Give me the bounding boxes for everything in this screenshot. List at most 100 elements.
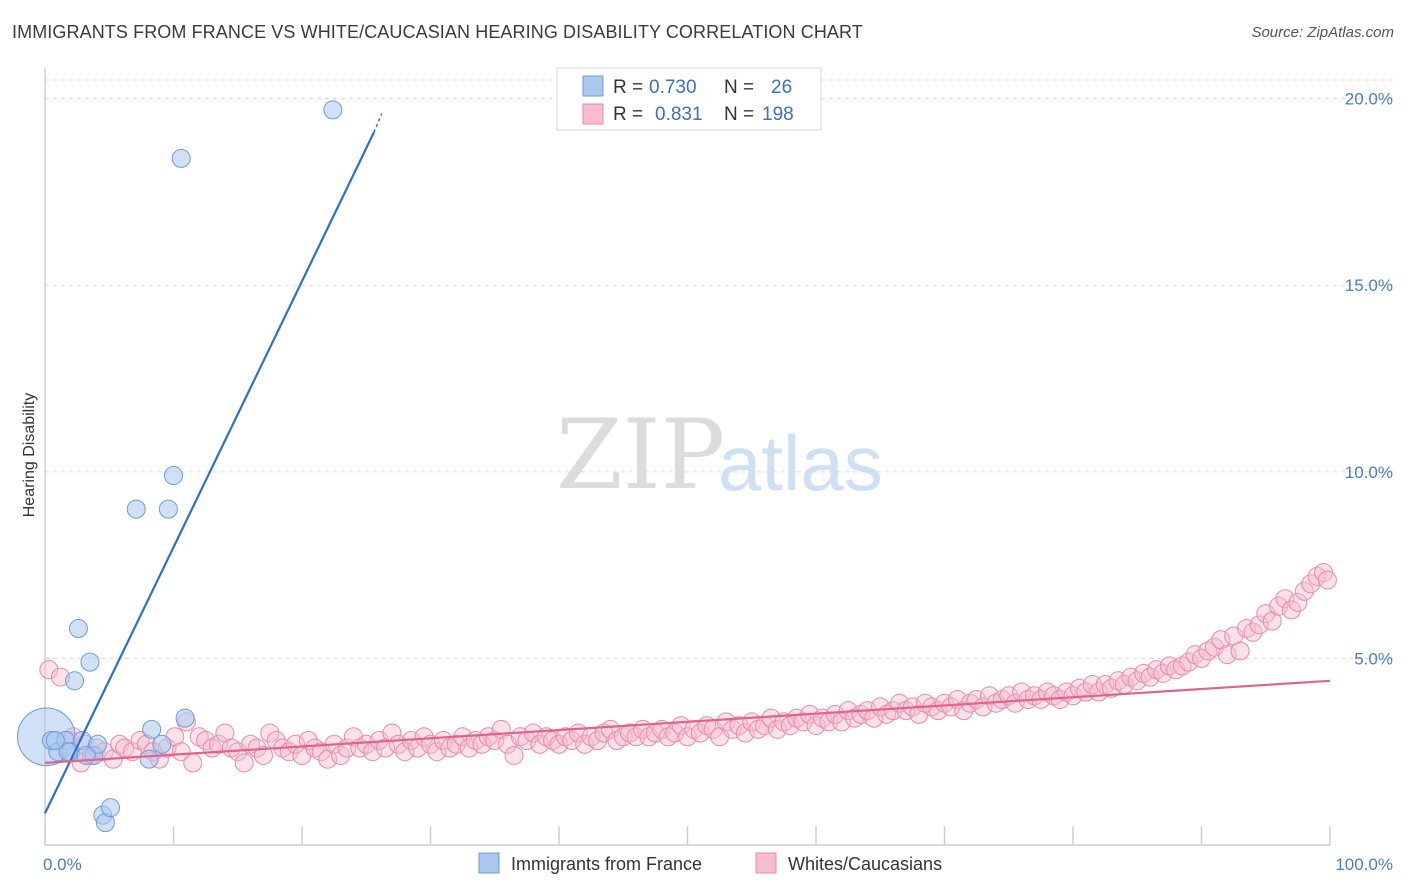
data-point-whites-caucasians — [729, 716, 749, 736]
data-point-whites-caucasians — [395, 742, 415, 762]
data-point-whites-caucasians — [1005, 693, 1025, 713]
data-point-immigrants-france — [158, 499, 178, 519]
data-point-whites-caucasians — [234, 753, 254, 773]
data-point-whites-caucasians — [979, 686, 999, 706]
data-point-whites-caucasians — [870, 697, 890, 717]
data-point-whites-caucasians — [780, 716, 800, 736]
data-point-whites-caucasians — [716, 712, 736, 732]
data-point-immigrants-france — [88, 734, 108, 754]
data-point-whites-caucasians — [1095, 675, 1115, 695]
trend-line-whites-caucasians — [44, 679, 1331, 765]
bottom-legend-immigrants-france: Immigrants from France — [511, 854, 702, 874]
bottom-legend-whites-caucasians: Whites/Caucasians — [788, 854, 942, 874]
data-point-whites-caucasians — [305, 738, 325, 758]
data-point-whites-caucasians — [774, 712, 794, 732]
data-point-whites-caucasians — [504, 745, 524, 765]
correlation-legend: R = 0.730 N = 26 R = 0.831 N = 198 — [556, 67, 822, 131]
data-point-whites-caucasians — [665, 723, 685, 743]
data-point-whites-caucasians — [658, 727, 678, 747]
data-point-whites-caucasians — [555, 727, 575, 747]
data-point-whites-caucasians — [189, 727, 209, 747]
data-point-whites-caucasians — [1127, 671, 1147, 691]
series-legend: Immigrants from France Whites/Caucasians — [478, 852, 942, 874]
data-point-whites-caucasians — [1140, 667, 1160, 687]
data-point-whites-caucasians — [1134, 663, 1154, 683]
data-point-immigrants-france — [65, 671, 85, 691]
y-tick-label-5: 5.0% — [1354, 649, 1393, 668]
trend-line-immigrants-france-extension — [373, 113, 383, 133]
data-point-whites-caucasians — [183, 753, 203, 773]
data-point-whites-caucasians — [1275, 589, 1295, 609]
data-point-immigrants-france — [101, 798, 121, 818]
legend-swatch-immigrants-france — [582, 75, 604, 97]
trend-lines — [44, 113, 1331, 814]
x-tick-label-max: 100.0% — [1335, 855, 1393, 874]
watermark-atlas: atlas — [718, 419, 883, 507]
data-point-whites-caucasians — [1269, 596, 1289, 616]
data-point-whites-caucasians — [1243, 622, 1263, 642]
data-point-whites-caucasians — [1217, 645, 1237, 665]
source-label: Source: ZipAtlas.com — [1251, 24, 1394, 41]
data-point-whites-caucasians — [992, 689, 1012, 709]
data-point-whites-caucasians — [266, 731, 286, 751]
data-point-whites-caucasians — [588, 731, 608, 751]
data-point-whites-caucasians — [171, 742, 191, 762]
data-point-whites-caucasians — [1236, 619, 1256, 639]
data-point-whites-caucasians — [1102, 678, 1122, 698]
legend-swatch-whites-caucasians — [582, 103, 604, 125]
data-point-immigrants-france — [68, 619, 88, 639]
data-point-whites-caucasians — [748, 719, 768, 739]
data-point-whites-caucasians — [286, 734, 306, 754]
chart-title: IMMIGRANTS FROM FRANCE VS WHITE/CAUCASIA… — [12, 22, 863, 42]
data-point-whites-caucasians — [1147, 660, 1167, 680]
data-point-whites-caucasians — [440, 738, 460, 758]
data-point-immigrants-france — [175, 708, 195, 728]
y-tick-label-15: 15.0% — [1345, 276, 1393, 295]
legend-r-label-1: R = — [613, 77, 643, 98]
data-point-whites-caucasians — [39, 660, 59, 680]
watermark: ZIP atlas — [556, 399, 883, 511]
data-point-whites-caucasians — [433, 731, 453, 751]
data-point-whites-caucasians — [1108, 671, 1128, 691]
legend-n-value-2: 198 — [762, 104, 794, 125]
data-point-whites-caucasians — [684, 719, 704, 739]
data-point-whites-caucasians — [1198, 641, 1218, 661]
data-point-whites-caucasians — [1192, 648, 1211, 668]
data-point-whites-caucasians — [690, 723, 710, 743]
data-point-immigrants-france — [171, 148, 191, 168]
trend-line-immigrants-france — [44, 131, 375, 814]
data-point-whites-caucasians — [331, 745, 351, 765]
legend-n-value-1: 26 — [771, 77, 792, 98]
data-point-whites-caucasians — [459, 738, 479, 758]
legend-r-value-2: 0.831 — [655, 104, 703, 125]
data-point-whites-caucasians — [130, 731, 150, 751]
data-point-whites-caucasians — [427, 742, 447, 762]
watermark-zip: ZIP — [556, 399, 725, 511]
data-point-whites-caucasians — [806, 716, 826, 736]
tick-labels: 5.0% 10.0% 15.0% 20.0% 0.0% 100.0% — [43, 90, 1393, 874]
data-point-whites-caucasians — [825, 704, 845, 724]
data-point-whites-caucasians — [260, 723, 280, 743]
data-point-whites-caucasians — [722, 719, 742, 739]
data-point-whites-caucasians — [1230, 641, 1250, 661]
whites-caucasians-points — [39, 563, 1337, 773]
legend-n-label-1: N = — [724, 77, 754, 98]
data-point-whites-caucasians — [620, 723, 640, 743]
data-point-whites-caucasians — [1121, 667, 1141, 687]
legend-r-value-1: 0.730 — [649, 77, 697, 98]
data-point-whites-caucasians — [196, 731, 216, 751]
data-point-whites-caucasians — [1288, 592, 1308, 612]
data-point-whites-caucasians — [421, 734, 440, 754]
data-point-whites-caucasians — [549, 734, 569, 754]
y-tick-label-20: 20.0% — [1345, 90, 1393, 109]
data-point-immigrants-france — [323, 100, 343, 120]
data-point-immigrants-france — [139, 749, 159, 769]
data-point-whites-caucasians — [1294, 581, 1314, 601]
data-point-whites-caucasians — [575, 734, 595, 754]
data-point-whites-caucasians — [935, 693, 954, 713]
axes — [44, 68, 1331, 846]
data-point-immigrants-france — [126, 499, 146, 519]
data-point-immigrants-france — [45, 731, 65, 751]
y-axis-label: Hearing Disability — [21, 393, 38, 518]
